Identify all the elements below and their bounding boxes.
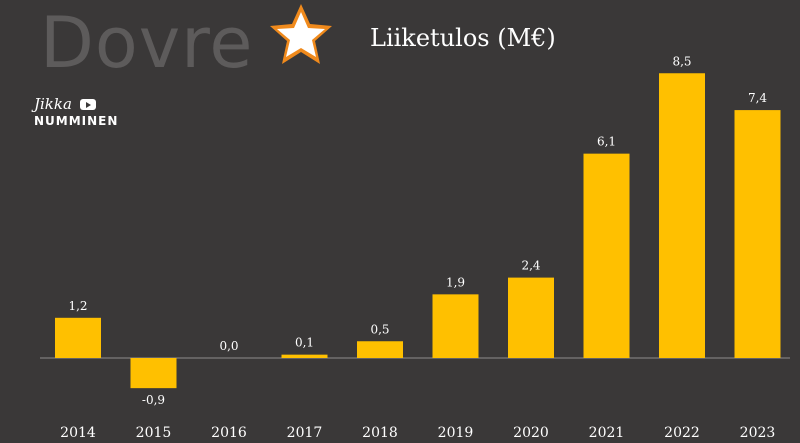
chart-title: Liiketulos (M€) xyxy=(370,24,556,52)
x-tick-label-2017: 2017 xyxy=(287,425,323,441)
x-tick-label-2016: 2016 xyxy=(211,425,247,441)
bar-2019 xyxy=(432,294,479,358)
youtube-icon xyxy=(79,99,96,110)
bar-2018 xyxy=(357,341,403,358)
x-tick-label-2020: 2020 xyxy=(513,425,549,441)
bar-2023 xyxy=(734,110,781,358)
value-label-2021: 6,1 xyxy=(597,135,616,149)
value-label-2014: 1,2 xyxy=(68,299,87,313)
bar-2014 xyxy=(55,317,101,358)
bar-2017 xyxy=(281,354,328,358)
value-label-2016: 0,0 xyxy=(219,339,238,353)
channel-last-name: NUMMINEN xyxy=(34,114,119,128)
value-label-2017: 0,1 xyxy=(295,336,314,350)
x-tick-label-2021: 2021 xyxy=(589,425,625,441)
x-tick-label-2022: 2022 xyxy=(664,425,700,441)
bar-2015 xyxy=(130,358,177,389)
bar-2022 xyxy=(659,73,705,358)
x-tick-label-2023: 2023 xyxy=(740,425,776,441)
bar-2020 xyxy=(508,277,554,358)
value-label-2023: 7,4 xyxy=(748,91,767,105)
star-logo-icon xyxy=(270,4,332,64)
value-label-2015: -0,9 xyxy=(142,393,165,407)
x-tick-label-2018: 2018 xyxy=(362,425,398,441)
value-label-2019: 1,9 xyxy=(446,275,465,289)
x-tick-label-2015: 2015 xyxy=(136,425,172,441)
value-label-2020: 2,4 xyxy=(521,259,540,273)
value-label-2022: 8,5 xyxy=(672,54,691,68)
value-label-2018: 0,5 xyxy=(370,322,389,336)
x-tick-label-2014: 2014 xyxy=(60,425,96,441)
channel-watermark: Jikka NUMMINEN xyxy=(34,95,119,128)
dovre-logo-text: Dovre xyxy=(40,2,254,84)
channel-first-name: Jikka xyxy=(34,95,72,113)
bar-2021 xyxy=(583,153,630,358)
x-tick-label-2019: 2019 xyxy=(438,425,474,441)
